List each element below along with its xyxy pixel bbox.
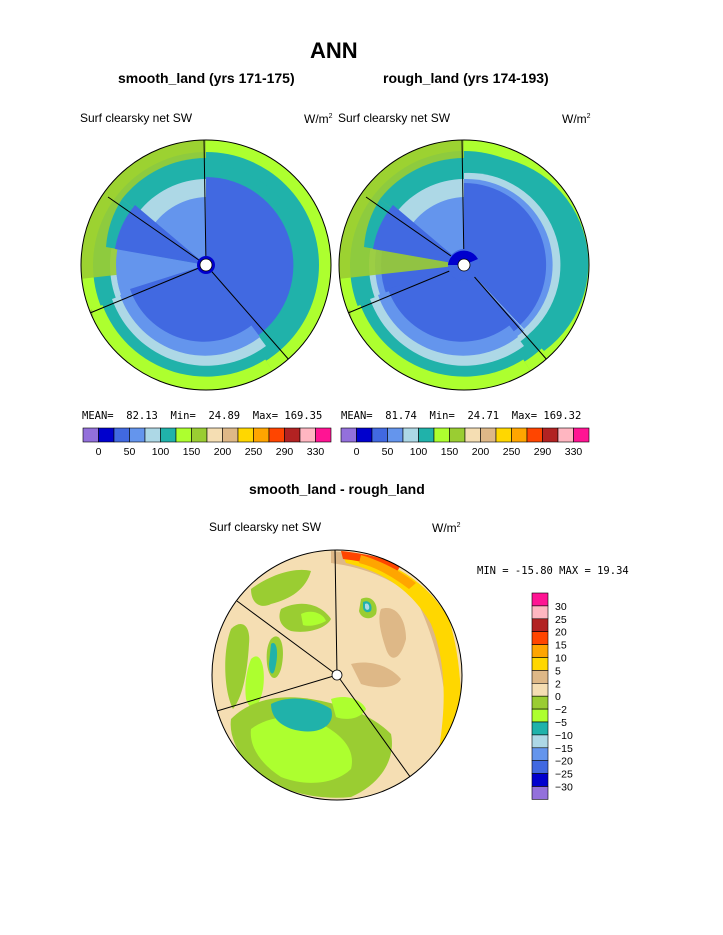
colorbar-tick-label: 330 bbox=[565, 446, 583, 458]
left-units: W/m2 bbox=[304, 112, 333, 126]
colorbar-swatch bbox=[531, 644, 549, 658]
colorbar-swatch bbox=[340, 427, 357, 443]
left-colorbar: 0 50 100 150 200 250 290 330 bbox=[82, 427, 332, 458]
colorbar-tick-label: 100 bbox=[152, 446, 170, 458]
right-var-label: Surf clearsky net SW bbox=[338, 111, 451, 125]
page-title: ANN bbox=[310, 38, 358, 63]
colorbar-tick-label: 50 bbox=[382, 446, 394, 458]
colorbar-swatch bbox=[315, 427, 332, 443]
right-stats: MEAN= 81.74 Min= 24.71 Max= 169.32 bbox=[341, 410, 582, 422]
left-subtitle: smooth_land (yrs 171-175) bbox=[118, 70, 295, 86]
colorbar-swatch bbox=[542, 427, 559, 443]
colorbar-tick-label: 0 bbox=[555, 691, 561, 703]
colorbar-swatch bbox=[557, 427, 574, 443]
colorbar-tick-label: 250 bbox=[503, 446, 521, 458]
colorbar-swatch bbox=[299, 427, 316, 443]
colorbar-tick-label: 15 bbox=[555, 640, 567, 652]
right-colorbar: 0 50 100 150 200 250 290 330 bbox=[340, 427, 590, 458]
colorbar-swatch bbox=[531, 760, 549, 774]
colorbar-tick-label: 290 bbox=[276, 446, 294, 458]
colorbar-tick-label: 250 bbox=[245, 446, 263, 458]
colorbar-swatch bbox=[144, 427, 161, 443]
colorbar-swatch bbox=[418, 427, 435, 443]
colorbar-swatch bbox=[175, 427, 192, 443]
colorbar-swatch bbox=[511, 427, 528, 443]
colorbar-swatch bbox=[531, 605, 549, 620]
right-subtitle: rough_land (yrs 174-193) bbox=[383, 70, 549, 86]
colorbar-swatch bbox=[387, 427, 404, 443]
diff-var-label: Surf clearsky net SW bbox=[209, 520, 322, 534]
colorbar-swatch bbox=[371, 427, 388, 443]
colorbar-swatch bbox=[191, 427, 208, 443]
colorbar-swatch bbox=[160, 427, 177, 443]
colorbar-tick-label: 30 bbox=[555, 601, 567, 613]
colorbar-swatch bbox=[531, 786, 549, 800]
colorbar-swatch bbox=[531, 670, 549, 684]
colorbar-tick-label: −5 bbox=[555, 717, 567, 729]
colorbar-tick-label: 20 bbox=[555, 627, 567, 639]
colorbar-tick-label: −25 bbox=[555, 769, 573, 781]
diff-subtitle: smooth_land - rough_land bbox=[249, 481, 425, 497]
colorbar-swatch bbox=[113, 427, 130, 443]
colorbar-swatch bbox=[222, 427, 239, 443]
colorbar-swatch bbox=[531, 773, 549, 787]
left-polar-map bbox=[80, 139, 332, 391]
colorbar-swatch bbox=[82, 427, 99, 443]
colorbar-swatch bbox=[531, 657, 549, 671]
colorbar-swatch bbox=[402, 427, 419, 443]
colorbar-swatch bbox=[356, 427, 373, 443]
colorbar-tick-label: 10 bbox=[555, 653, 567, 665]
colorbar-swatch bbox=[495, 427, 512, 443]
colorbar-swatch bbox=[98, 427, 115, 443]
colorbar-tick-label: −20 bbox=[555, 756, 573, 768]
colorbar-swatch bbox=[531, 708, 549, 723]
colorbar-swatch bbox=[464, 427, 481, 443]
colorbar-tick-label: 5 bbox=[555, 665, 561, 677]
diff-minmax: MIN = -15.80 MAX = 19.34 bbox=[477, 565, 629, 577]
colorbar-swatch bbox=[284, 427, 301, 443]
colorbar-tick-label: 2 bbox=[555, 678, 561, 690]
colorbar-swatch bbox=[480, 427, 497, 443]
colorbar-swatch bbox=[531, 592, 549, 607]
colorbar-tick-label: 200 bbox=[214, 446, 232, 458]
colorbar-tick-label: 330 bbox=[307, 446, 325, 458]
colorbar-tick-label: 0 bbox=[354, 446, 360, 458]
colorbar-swatch bbox=[268, 427, 285, 443]
colorbar-tick-label: 200 bbox=[472, 446, 490, 458]
diff-units: W/m2 bbox=[432, 521, 461, 535]
colorbar-tick-label: 50 bbox=[124, 446, 136, 458]
colorbar-swatch bbox=[531, 747, 549, 762]
colorbar-swatch bbox=[531, 631, 549, 645]
colorbar-tick-label: −15 bbox=[555, 743, 573, 755]
colorbar-tick-label: −2 bbox=[555, 704, 567, 716]
colorbar-tick-label: −30 bbox=[555, 782, 573, 794]
colorbar-tick-label: 290 bbox=[534, 446, 552, 458]
colorbar-swatch bbox=[237, 427, 254, 443]
colorbar-tick-label: 150 bbox=[183, 446, 201, 458]
colorbar-swatch bbox=[253, 427, 270, 443]
left-stats: MEAN= 82.13 Min= 24.89 Max= 169.35 bbox=[82, 410, 323, 422]
colorbar-tick-label: 0 bbox=[96, 446, 102, 458]
colorbar-swatch bbox=[526, 427, 543, 443]
left-var-label: Surf clearsky net SW bbox=[80, 111, 193, 125]
colorbar-tick-label: 25 bbox=[555, 614, 567, 626]
colorbar-swatch bbox=[206, 427, 223, 443]
diff-polar-map bbox=[211, 549, 463, 801]
right-polar-map bbox=[338, 139, 590, 391]
colorbar-tick-label: 150 bbox=[441, 446, 459, 458]
colorbar-swatch bbox=[531, 683, 549, 697]
colorbar-swatch bbox=[531, 734, 549, 749]
colorbar-tick-label: −10 bbox=[555, 730, 573, 742]
colorbar-tick-label: 100 bbox=[410, 446, 428, 458]
colorbar-swatch bbox=[573, 427, 590, 443]
colorbar-swatch bbox=[531, 721, 549, 736]
colorbar-swatch bbox=[531, 695, 549, 710]
colorbar-swatch bbox=[531, 618, 549, 632]
right-units: W/m2 bbox=[562, 112, 591, 126]
colorbar-swatch bbox=[433, 427, 450, 443]
colorbar-swatch bbox=[129, 427, 146, 443]
colorbar-swatch bbox=[449, 427, 466, 443]
